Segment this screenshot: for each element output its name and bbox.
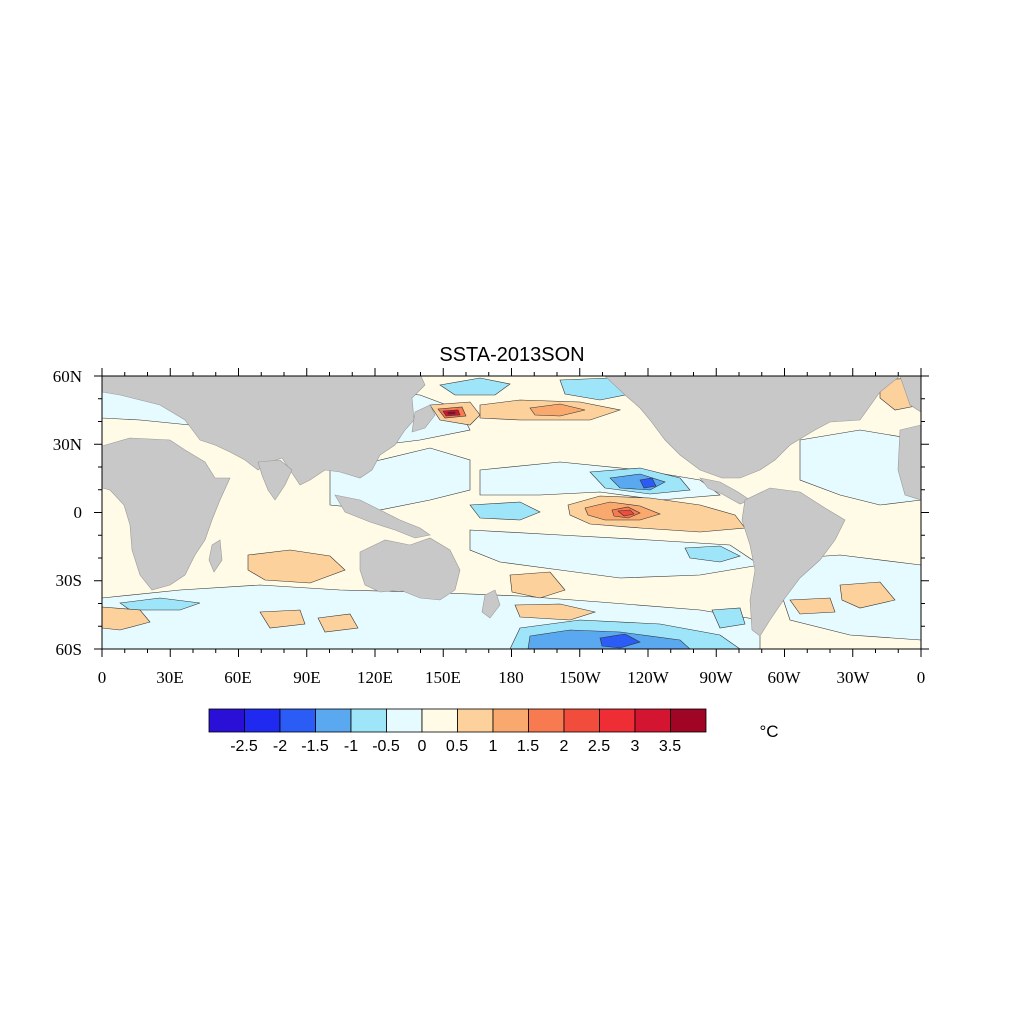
x-tick-label: 30E <box>156 668 183 687</box>
anomaly-region <box>259 609 306 629</box>
anomaly-region <box>102 606 151 631</box>
colorbar-label: 3.5 <box>659 738 681 755</box>
colorbar-label: 2 <box>560 738 569 755</box>
anomaly-region <box>529 403 586 417</box>
y-tick-label: 30S <box>56 571 82 590</box>
anomaly-region <box>799 429 921 506</box>
x-tick-label: 120W <box>627 668 670 687</box>
anomaly-region <box>317 613 359 633</box>
land-africa <box>102 437 231 591</box>
colorbar-label: -2.5 <box>230 738 258 755</box>
colorbar-label: 3 <box>631 738 640 755</box>
colorbar-label: 1.5 <box>517 738 539 755</box>
colorbar-box <box>279 708 316 733</box>
colorbar-boxes <box>208 708 707 733</box>
anomaly-region <box>639 477 657 489</box>
map-panel <box>102 376 921 649</box>
x-tick-label: 180 <box>498 668 524 687</box>
y-tick-label: 60N <box>53 367 82 386</box>
land-madagascar <box>208 539 223 573</box>
x-tick-label: 150W <box>559 668 602 687</box>
anomaly-region <box>447 411 456 415</box>
land-eurasia <box>102 376 426 486</box>
land-southeast-asia-islands <box>334 494 431 539</box>
colorbar-label: 0.5 <box>446 738 468 755</box>
colorbar-label: 2.5 <box>588 738 610 755</box>
anomaly-region <box>514 603 597 621</box>
colorbar-label: -1.5 <box>301 738 329 755</box>
land-japan <box>411 404 436 433</box>
land-new-zealand <box>481 589 501 619</box>
x-tick-label: 120E <box>357 668 393 687</box>
map-title: SSTA-2013SON <box>439 344 584 366</box>
colorbar-box <box>528 708 565 733</box>
x-tick-label: 150E <box>425 668 461 687</box>
colorbar-label: -0.5 <box>372 738 400 755</box>
colorbar-label: 1 <box>489 738 498 755</box>
colorbar-box <box>457 708 494 733</box>
land-north-america <box>604 376 901 479</box>
land-greenland-edge <box>899 376 921 413</box>
anomaly-region <box>711 607 746 629</box>
y-axis-labels: 60N 30N 0 30S 60S <box>53 367 82 659</box>
land-west-africa-edge <box>897 424 921 501</box>
land-masses <box>102 376 921 637</box>
x-tick-label: 0 <box>917 668 926 687</box>
anomaly-region <box>684 545 741 563</box>
x-tick-label: 60W <box>767 668 801 687</box>
colorbar-box <box>386 708 423 733</box>
anomaly-region <box>599 633 641 649</box>
x-tick-label: 90W <box>699 668 733 687</box>
colorbar-box <box>563 708 600 733</box>
anomaly-region <box>617 509 635 517</box>
colorbar-box <box>599 708 636 733</box>
land-india <box>257 459 293 501</box>
anomaly-region <box>469 501 541 521</box>
land-australia <box>359 537 461 601</box>
colorbar-box <box>670 708 707 733</box>
anomaly-region <box>509 571 566 599</box>
x-axis-labels: 0 30E 60E 90E 120E 150E 180 150W 120W 90… <box>98 668 926 687</box>
colorbar-box <box>492 708 529 733</box>
x-tick-label: 90E <box>293 668 320 687</box>
colorbar-label: -2 <box>273 738 287 755</box>
colorbar-box <box>244 708 281 733</box>
y-tick-label: 30N <box>53 435 82 454</box>
land-south-america <box>741 487 846 637</box>
colorbar-labels: -2.5 -2 -1.5 -1 -0.5 0 0.5 1 1.5 2 2.5 3… <box>230 738 681 755</box>
x-tick-label: 60E <box>224 668 251 687</box>
anomaly-region <box>839 581 896 609</box>
anomaly-region <box>789 597 836 615</box>
y-tick-label: 60S <box>56 640 82 659</box>
colorbar-box <box>350 708 387 733</box>
axis-ticks <box>94 368 929 657</box>
colorbar: -2.5 -2 -1.5 -1 -0.5 0 0.5 1 1.5 2 2.5 3… <box>208 708 779 755</box>
y-tick-label: 0 <box>74 503 83 522</box>
anomaly-region <box>469 529 761 579</box>
colorbar-label: -1 <box>344 738 358 755</box>
colorbar-units: °C <box>759 722 778 741</box>
anomaly-region <box>439 377 511 396</box>
colorbar-box <box>208 708 245 733</box>
colorbar-box <box>421 708 458 733</box>
x-tick-label: 30W <box>836 668 870 687</box>
colorbar-label: 0 <box>418 738 427 755</box>
colorbar-box <box>315 708 352 733</box>
anomaly-region <box>247 549 346 584</box>
x-tick-label: 0 <box>98 668 107 687</box>
colorbar-box <box>634 708 671 733</box>
